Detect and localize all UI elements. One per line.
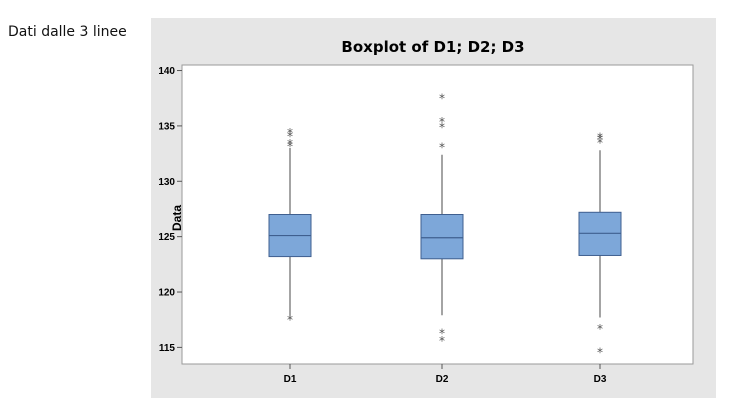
outlier-marker: * bbox=[439, 92, 445, 106]
outlier-marker: * bbox=[287, 126, 293, 140]
outlier-marker: * bbox=[439, 115, 445, 129]
box-group-d2: ****** bbox=[420, 92, 464, 348]
x-axis: D1 D2 D3 bbox=[284, 364, 607, 385]
outlier-marker: * bbox=[597, 133, 603, 147]
y-axis: 115 120 125 130 135 140 bbox=[158, 66, 182, 354]
x-tick-label: D3 bbox=[594, 374, 607, 385]
outlier-marker: * bbox=[597, 322, 603, 336]
outlier-marker: * bbox=[597, 136, 603, 150]
side-caption: Dati dalle 3 linee bbox=[8, 24, 127, 40]
x-tick-label: D1 bbox=[284, 374, 297, 385]
boxplot-chart: Boxplot of D1; D2; D3 Data 1151201251301… bbox=[158, 38, 694, 385]
outlier-marker: * bbox=[287, 137, 293, 151]
x-tick-label: D2 bbox=[436, 374, 449, 385]
outlier-marker: * bbox=[439, 140, 445, 154]
chart-title: Boxplot of D1; D2; D3 bbox=[341, 38, 524, 56]
y-tick-label: 120 bbox=[158, 288, 175, 299]
outlier-marker: * bbox=[597, 130, 603, 144]
y-axis-label: Data bbox=[170, 205, 184, 231]
y-tick-label: 135 bbox=[158, 121, 175, 132]
outlier-marker: * bbox=[287, 313, 293, 327]
outlier-marker: * bbox=[287, 139, 293, 153]
outlier-marker: * bbox=[439, 334, 445, 348]
box-group-d1: ***** bbox=[268, 126, 312, 327]
chart-panel: Boxplot of D1; D2; D3 Data 115 120 125 130 1… bbox=[151, 18, 716, 398]
box-series: **************** bbox=[268, 92, 622, 359]
y-tick-label: 125 bbox=[158, 232, 175, 243]
box-group-d3: ***** bbox=[578, 130, 622, 359]
y-tick-label: 115 bbox=[159, 343, 176, 354]
y-tick-label: 130 bbox=[158, 177, 175, 188]
y-tick-label: 140 bbox=[158, 66, 175, 77]
iqr-box bbox=[420, 214, 464, 260]
outlier-marker: * bbox=[597, 345, 603, 359]
outlier-marker: * bbox=[439, 326, 445, 340]
outlier-marker: * bbox=[287, 129, 293, 143]
outlier-marker: * bbox=[439, 121, 445, 135]
